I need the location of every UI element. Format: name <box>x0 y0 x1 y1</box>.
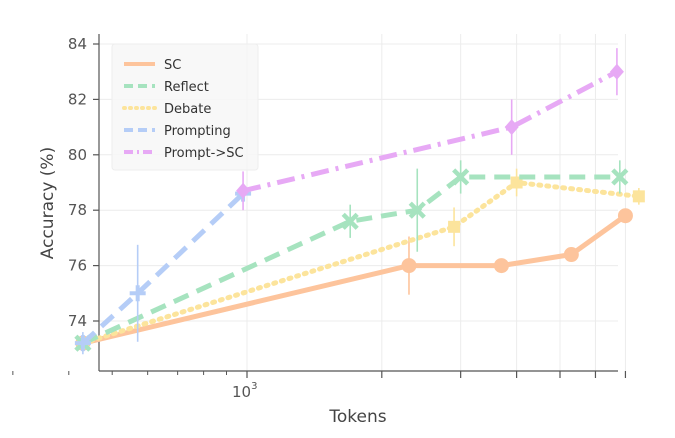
legend: SC Reflect Debate Prompting Prompt->SC <box>111 43 259 171</box>
y-tick-label: 82 <box>68 90 87 108</box>
legend-label: Reflect <box>164 80 209 95</box>
x-tick-label-exponent: 3 <box>251 381 257 392</box>
point-marker-x <box>452 168 470 186</box>
y-tick-label: 76 <box>68 257 87 275</box>
y-axis-label: Accuracy (%) <box>38 147 58 259</box>
point-marker-circle <box>493 258 509 274</box>
series-line <box>80 180 642 346</box>
point-marker-x <box>341 212 359 230</box>
point-marker-circle <box>617 208 633 224</box>
x-axis-label: Tokens <box>328 407 386 427</box>
point-marker-x <box>408 201 426 219</box>
y-tick-label: 80 <box>68 146 87 164</box>
point-marker-diamond <box>609 63 624 80</box>
point-marker-diamond <box>504 119 519 136</box>
legend-label: Prompt->SC <box>164 146 244 161</box>
series-prompt-sc <box>236 48 624 211</box>
point-marker-square <box>448 220 461 233</box>
legend-label: SC <box>164 58 181 73</box>
x-tick-label-base: 10 <box>232 383 251 401</box>
point-marker-x <box>611 168 629 186</box>
x-tick-label-1000: 103 <box>232 381 257 401</box>
point-marker-circle <box>401 258 417 274</box>
series-layer <box>74 48 645 355</box>
point-marker-square <box>632 190 645 203</box>
x-ticks <box>12 371 627 378</box>
point-marker-plus <box>74 335 91 352</box>
legend-box <box>111 43 259 171</box>
axes <box>98 34 618 372</box>
series-sc <box>75 208 633 351</box>
y-tick-label: 78 <box>68 201 87 219</box>
series-line <box>242 69 619 194</box>
point-marker-diamond <box>236 182 251 199</box>
series-line <box>82 213 627 346</box>
y-tick-label: 74 <box>68 312 87 330</box>
point-marker-plus <box>129 285 146 302</box>
point-marker-circle <box>563 247 579 263</box>
legend-label: Debate <box>164 102 211 117</box>
y-ticks: 74 76 78 80 82 84 <box>68 35 99 330</box>
legend-label: Prompting <box>164 124 231 139</box>
y-tick-label: 84 <box>68 35 87 53</box>
